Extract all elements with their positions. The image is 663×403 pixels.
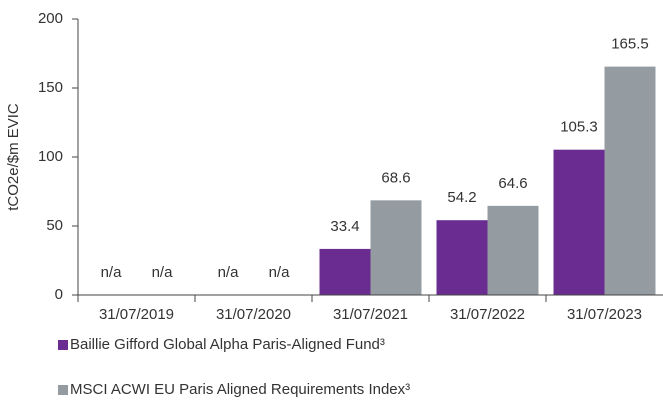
legend-swatch [58, 340, 68, 350]
bar [319, 248, 371, 295]
value-label: 54.2 [447, 189, 476, 206]
y-tick-label: 0 [55, 286, 63, 303]
bar [487, 205, 539, 295]
x-tick-label: 31/07/2019 [99, 306, 174, 323]
legend-label: MSCI ACWI EU Paris Aligned Requirements … [70, 381, 410, 398]
value-label: n/a [152, 264, 174, 281]
bar [553, 149, 605, 295]
value-label: 68.6 [381, 169, 410, 186]
y-tick-label: 200 [38, 10, 63, 27]
value-label: 105.3 [560, 119, 598, 136]
x-tick-label: 31/07/2021 [333, 306, 408, 323]
y-tick-label: 50 [46, 217, 63, 234]
y-tick-label: 100 [38, 148, 63, 165]
bar [436, 220, 488, 295]
legend-swatch [58, 385, 68, 395]
value-label: n/a [218, 264, 240, 281]
bar [370, 200, 422, 295]
y-axis-label: tCO2e/$m EVIC [5, 103, 22, 211]
y-tick-label: 150 [38, 79, 63, 96]
x-tick-label: 31/07/2020 [216, 306, 291, 323]
value-label: n/a [269, 264, 291, 281]
x-tick-label: 31/07/2023 [567, 306, 642, 323]
bar [604, 66, 656, 295]
value-label: 165.5 [611, 36, 649, 53]
legend-label: Baillie Gifford Global Alpha Paris-Align… [70, 336, 385, 353]
value-label: n/a [101, 264, 123, 281]
value-label: 33.4 [330, 218, 359, 235]
value-label: 64.6 [498, 175, 527, 192]
x-tick-label: 31/07/2022 [450, 306, 525, 323]
